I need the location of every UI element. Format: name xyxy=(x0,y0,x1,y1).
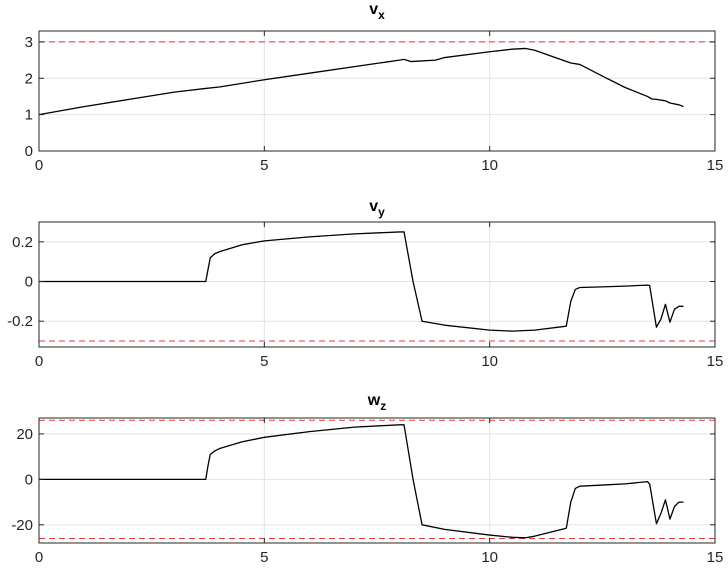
y-tick-label: 3 xyxy=(25,34,33,51)
axes-background xyxy=(39,222,715,347)
x-tick-label: 0 xyxy=(35,157,43,174)
x-tick-label: 15 xyxy=(707,353,724,370)
subplot-title-main: w xyxy=(367,392,381,409)
x-tick-label: 15 xyxy=(707,157,724,174)
y-tick-label: 0 xyxy=(25,274,33,291)
axes-box xyxy=(38,30,716,152)
y-tick-label: 0 xyxy=(25,143,33,160)
x-tick-label: 5 xyxy=(260,353,268,370)
x-tick-label: 5 xyxy=(260,549,268,566)
series-line-0 xyxy=(39,424,684,539)
subplot-title: vy xyxy=(369,198,385,219)
y-tick-label: 0.2 xyxy=(12,234,33,251)
y-tick-label: -20 xyxy=(11,517,33,534)
y-tick-label: -0.2 xyxy=(7,313,33,330)
subplot-vy: 0 5 10 15 -0.2 0 0.2 vy xyxy=(7,198,723,370)
x-tick-label: 5 xyxy=(260,157,268,174)
x-tick-label: 10 xyxy=(481,549,498,566)
axes-background xyxy=(39,418,715,543)
x-tick-label: 0 xyxy=(35,549,43,566)
axes-box xyxy=(38,417,716,544)
y-tick-label: 0 xyxy=(25,471,33,488)
y-tick-label: 20 xyxy=(16,426,33,443)
subplot-title: vx xyxy=(369,1,385,22)
axes-background xyxy=(39,31,715,151)
y-tick-label: 1 xyxy=(25,107,33,124)
subplot-title-main: v xyxy=(369,198,378,215)
subplot-title-main: v xyxy=(369,1,378,18)
x-tick-label: 10 xyxy=(481,157,498,174)
subplot-title-subscript: z xyxy=(380,399,386,413)
series-line-0 xyxy=(39,231,684,332)
subplot-title-subscript: y xyxy=(378,205,385,219)
y-tick-label: 2 xyxy=(25,70,33,87)
subplot-title: wz xyxy=(367,392,386,413)
x-tick-label: 15 xyxy=(707,549,724,566)
x-tick-label: 0 xyxy=(35,353,43,370)
subplot-title-subscript: x xyxy=(378,8,385,22)
series-line-0 xyxy=(38,47,684,116)
x-tick-label: 10 xyxy=(481,353,498,370)
axes-box xyxy=(38,221,716,348)
subplot-vx: 0 5 10 15 0 1 2 3 vx xyxy=(25,1,724,174)
